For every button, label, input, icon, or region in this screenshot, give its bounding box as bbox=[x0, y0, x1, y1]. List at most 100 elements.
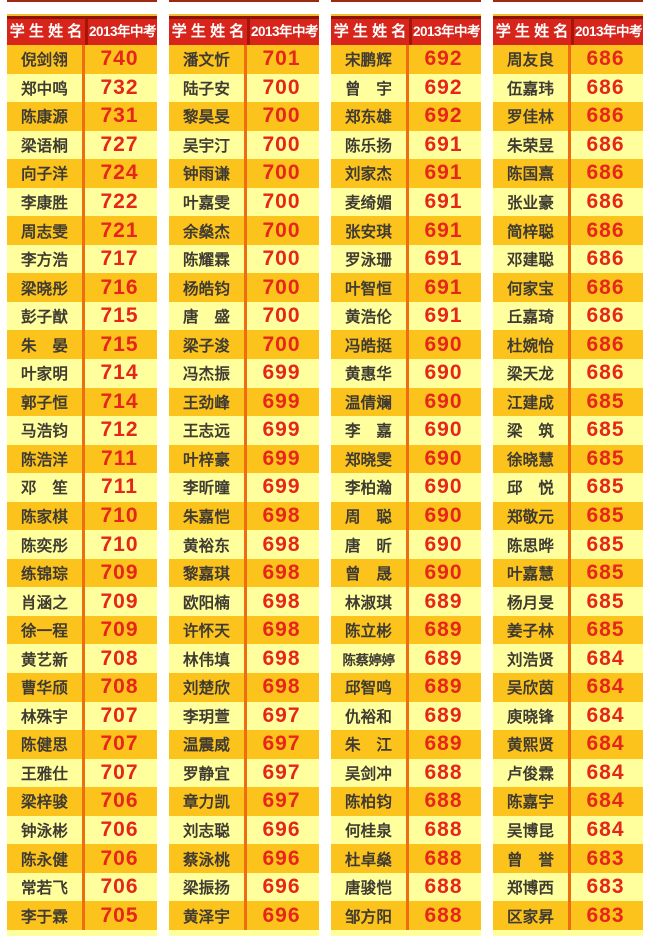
student-score: 706 bbox=[100, 846, 139, 870]
student-score: 691 bbox=[424, 218, 463, 242]
student-score: 691 bbox=[424, 247, 463, 271]
student-name: 邱 悦 bbox=[493, 473, 571, 502]
student-name: 李方浩 bbox=[7, 244, 85, 274]
table-row: 宋鹏辉 692 bbox=[331, 45, 481, 74]
table-row: 周 聪 690 bbox=[331, 501, 481, 531]
table-row: 叶智恒 691 bbox=[331, 273, 481, 302]
table-row: 刘楚欣 698 bbox=[169, 673, 319, 702]
student-name: 罗静宜 bbox=[169, 758, 247, 788]
student-name: 周 聪 bbox=[331, 501, 409, 531]
student-name: 郭子恒 bbox=[7, 387, 85, 417]
student-score: 688 bbox=[424, 789, 463, 813]
table-row: 何家宝 686 bbox=[493, 273, 643, 302]
student-name: 唐 盛 bbox=[169, 301, 247, 331]
student-score: 700 bbox=[262, 218, 301, 242]
column-pair-3: 学 生 姓 名 2013年中考 宋鹏辉 692 曾 宇 692 郑东雄 692 陈乐扬 691… bbox=[331, 14, 481, 936]
student-name: 郑中鸣 bbox=[7, 73, 85, 103]
table-row: 梁天龙 686 bbox=[493, 359, 643, 388]
student-name: 区家昇 bbox=[493, 901, 571, 930]
table-row: 叶嘉慧 685 bbox=[493, 558, 643, 588]
student-name: 温倩斓 bbox=[331, 387, 409, 417]
student-name: 刘志聪 bbox=[169, 815, 247, 845]
student-name: 林伟填 bbox=[169, 644, 247, 674]
student-score: 685 bbox=[586, 446, 625, 470]
table-row: 邱 悦 685 bbox=[493, 473, 643, 502]
table-row: 温倩斓 690 bbox=[331, 387, 481, 417]
student-score: 699 bbox=[262, 446, 301, 470]
table-row: 唐 昕 690 bbox=[331, 530, 481, 559]
student-score: 688 bbox=[424, 875, 463, 899]
student-name: 徐晓慧 bbox=[493, 444, 571, 474]
column-header: 学 生 姓 名 2013年中考 bbox=[7, 16, 157, 45]
student-score: 686 bbox=[586, 304, 625, 328]
student-name: 欧阳楠 bbox=[169, 587, 247, 616]
student-name: 郑晓雯 bbox=[331, 444, 409, 474]
score-table: 学 生 姓 名 2013年中考 倪剑翎 740 郑中鸣 732 陈康源 731 梁语桐 727… bbox=[7, 14, 643, 936]
student-score: 683 bbox=[586, 846, 625, 870]
student-score: 688 bbox=[424, 846, 463, 870]
student-name: 郑东雄 bbox=[331, 102, 409, 131]
student-name: 陈嘉宇 bbox=[493, 787, 571, 816]
table-row: 李玥萱 697 bbox=[169, 701, 319, 731]
student-name: 常若飞 bbox=[7, 872, 85, 902]
student-name: 仇裕和 bbox=[331, 701, 409, 731]
table-row: 欧阳楠 698 bbox=[169, 587, 319, 616]
table-row: 陈乐扬 691 bbox=[331, 130, 481, 160]
student-name: 伍嘉玮 bbox=[493, 73, 571, 103]
student-score: 698 bbox=[262, 561, 301, 585]
student-name: 吴博昆 bbox=[493, 815, 571, 845]
student-name: 陈立彬 bbox=[331, 615, 409, 645]
student-score: 706 bbox=[100, 818, 139, 842]
student-score: 684 bbox=[586, 675, 625, 699]
table-row: 李方浩 717 bbox=[7, 244, 157, 274]
student-name: 庾晓锋 bbox=[493, 701, 571, 731]
table-row: 梁 筑 685 bbox=[493, 416, 643, 445]
student-name: 周友良 bbox=[493, 45, 571, 74]
header-divider bbox=[85, 19, 88, 45]
header-student-name: 学 生 姓 名 bbox=[171, 23, 245, 40]
table-row: 唐 盛 700 bbox=[169, 301, 319, 331]
table-row: 仇裕和 689 bbox=[331, 701, 481, 731]
student-score: 686 bbox=[586, 247, 625, 271]
student-name: 曾 誉 bbox=[493, 844, 571, 873]
table-row: 张业豪 686 bbox=[493, 187, 643, 217]
student-name: 王志远 bbox=[169, 416, 247, 445]
student-score: 685 bbox=[586, 504, 625, 528]
table-row: 陈健思 707 bbox=[7, 730, 157, 759]
student-name: 彭子猷 bbox=[7, 301, 85, 331]
table-row: 郑晓雯 690 bbox=[331, 444, 481, 474]
student-name: 杨月旻 bbox=[493, 587, 571, 616]
table-row: 陈耀霖 700 bbox=[169, 244, 319, 274]
student-name: 温震威 bbox=[169, 730, 247, 759]
student-score: 689 bbox=[424, 732, 463, 756]
table-row: 李 嘉 690 bbox=[331, 416, 481, 445]
table-row: 邱智鸣 689 bbox=[331, 673, 481, 702]
student-score: 686 bbox=[586, 218, 625, 242]
table-row: 黄浩伦 691 bbox=[331, 301, 481, 331]
table-row: 冯皓挺 690 bbox=[331, 330, 481, 360]
student-score: 690 bbox=[424, 561, 463, 585]
student-score: 696 bbox=[262, 818, 301, 842]
student-name: 杜卓燊 bbox=[331, 844, 409, 873]
table-row: 刘志聪 696 bbox=[169, 815, 319, 845]
table-row: 张安琪 691 bbox=[331, 216, 481, 245]
student-name: 曾 晟 bbox=[331, 558, 409, 588]
student-name: 黄艺新 bbox=[7, 644, 85, 674]
student-score: 698 bbox=[262, 504, 301, 528]
column-pair-4: 学 生 姓 名 2013年中考 周友良 686 伍嘉玮 686 罗佳林 686 朱荣昱 686… bbox=[493, 14, 643, 936]
rows-container: 倪剑翎 740 郑中鸣 732 陈康源 731 梁语桐 727 向子洋 724 李康胜 722 周志雯 7… bbox=[7, 45, 157, 930]
student-score: 689 bbox=[424, 703, 463, 727]
table-row: 曹华颀 708 bbox=[7, 673, 157, 702]
student-name: 江建成 bbox=[493, 387, 571, 417]
table-row: 梁晓彤 716 bbox=[7, 273, 157, 302]
table-row: 黎嘉琪 698 bbox=[169, 558, 319, 588]
table-row: 肖涵之 709 bbox=[7, 587, 157, 616]
partial-next-row bbox=[169, 929, 319, 936]
rows-container: 周友良 686 伍嘉玮 686 罗佳林 686 朱荣昱 686 陈国熹 686 张业豪 686 简梓聪 6… bbox=[493, 45, 643, 930]
table-row: 朱荣昱 686 bbox=[493, 130, 643, 160]
header-score-2013: 2013年中考 bbox=[88, 24, 157, 39]
table-row: 郑敬元 685 bbox=[493, 501, 643, 531]
student-score: 700 bbox=[262, 304, 301, 328]
table-row: 梁梓骏 706 bbox=[7, 787, 157, 816]
student-score: 688 bbox=[424, 760, 463, 784]
